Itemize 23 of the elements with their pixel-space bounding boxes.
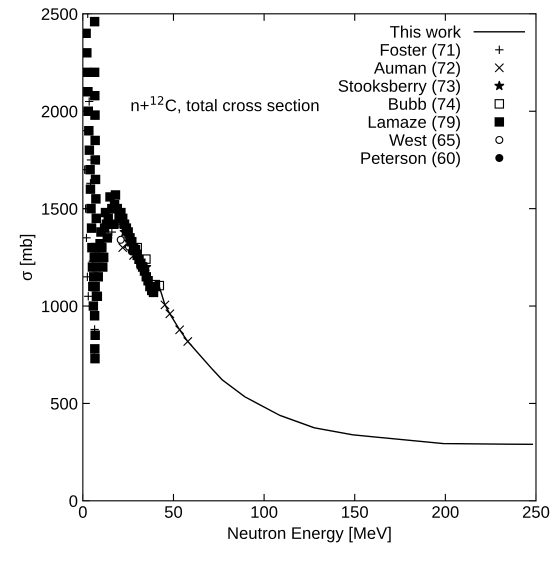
legend-label: West (65) [389,134,460,150]
y-tick-label: 500 [50,398,78,410]
legend-label: Stooksberry (73) [338,80,460,96]
y-tick-label: 1000 [42,300,78,312]
x-tick-label: 150 [342,506,368,518]
x-tick-label: 100 [251,506,278,518]
y-tick-label: 1500 [42,203,78,215]
legend-label: Auman (72) [374,62,460,78]
x-tick-label: 200 [432,506,459,518]
x-axis-title: Neutron Energy [MeV] [228,526,391,542]
y-tick-label: 2500 [42,8,78,20]
x-tick-label: 250 [522,506,550,518]
x-tick-label: 0 [78,506,87,518]
annotation: n+$^{12}$C, total cross section [132,96,318,114]
legend-label: Bubb (74) [389,98,460,114]
y-axis-title: σ [mb] [20,234,36,280]
y-tick-label: 2000 [42,106,78,118]
x-tick-label: 50 [164,506,182,518]
legend-label: Foster (71) [380,44,460,60]
legend-label: This work [390,26,462,38]
legend-label: Peterson (60) [361,152,460,168]
y-tick-label: 0 [69,495,78,508]
legend-label: Lamaze (79) [368,116,460,132]
